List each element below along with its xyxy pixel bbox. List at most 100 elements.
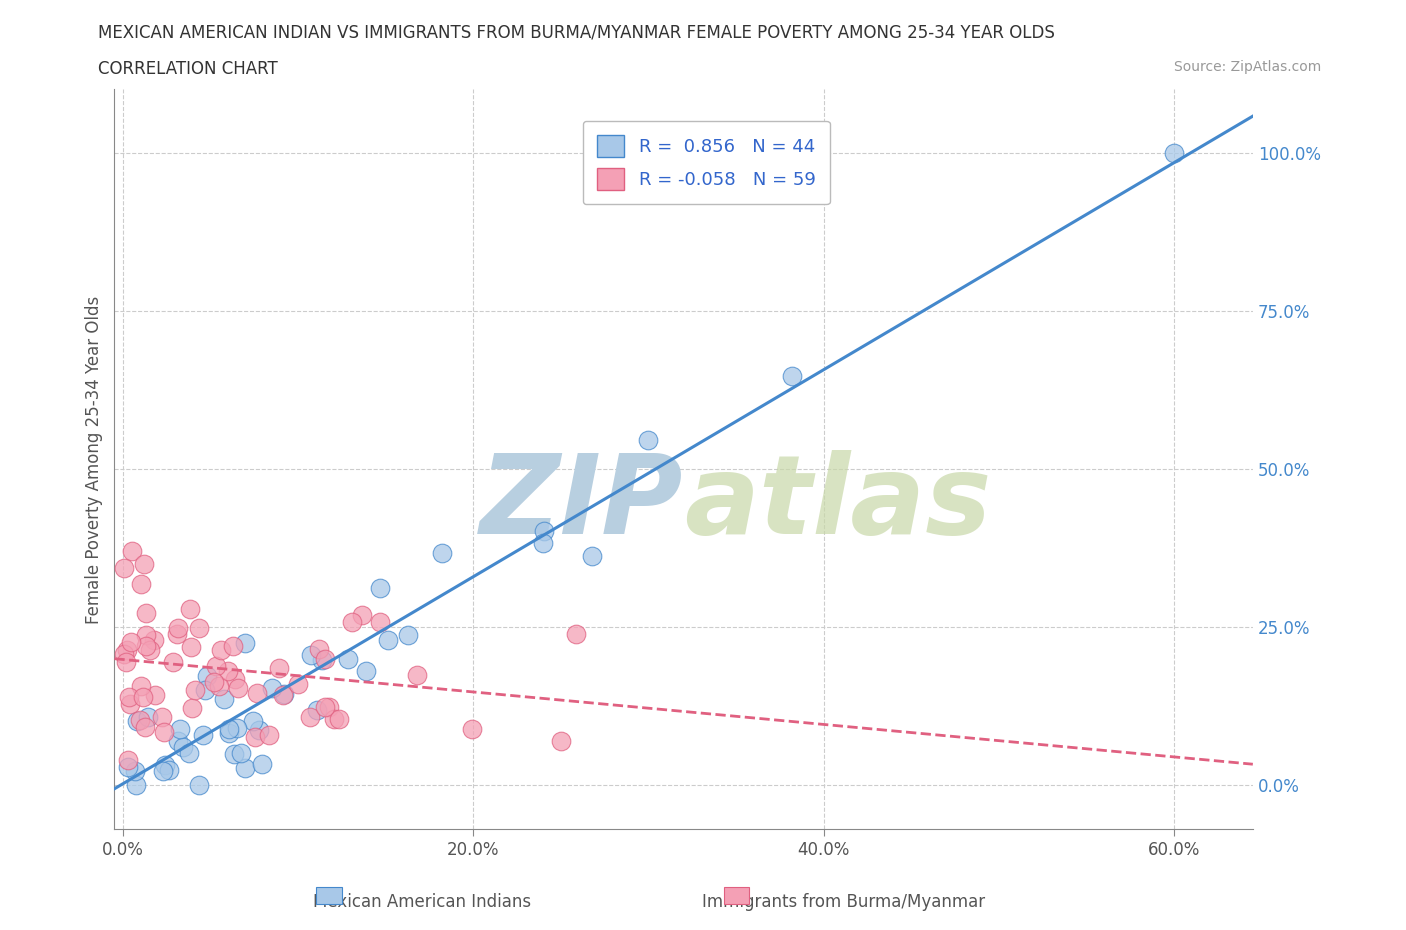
Point [188,777,211,792]
Point [565,627,588,642]
Point [155,757,177,772]
Point [368,580,391,595]
Point [318,699,340,714]
Point [377,633,399,648]
Point [531,535,554,550]
Point [135,605,157,620]
Point [209,643,232,658]
Point [208,679,231,694]
Point [259,727,281,742]
Point [195,668,218,683]
Point [226,681,249,696]
Point [188,621,211,636]
Point [323,711,346,726]
Text: CORRELATION CHART: CORRELATION CHART [98,60,278,78]
Point [314,700,336,715]
Point [222,746,245,761]
Point [115,654,138,669]
Point [125,777,148,792]
Point [166,626,188,641]
Point [287,676,309,691]
Point [267,660,290,675]
Point [179,602,201,617]
Text: MEXICAN AMERICAN INDIAN VS IMMIGRANTS FROM BURMA/MYANMAR FEMALE POVERTY AMONG 25: MEXICAN AMERICAN INDIAN VS IMMIGRANTS FR… [98,23,1056,41]
Point [328,711,350,726]
Point [202,674,225,689]
Point [337,652,360,667]
Point [167,734,190,749]
Point [152,724,174,739]
Point [132,690,155,705]
Point [134,719,156,734]
Point [218,725,240,740]
Point [135,628,157,643]
Point [233,761,256,776]
Point [129,713,152,728]
Point [117,643,139,658]
Point [143,688,166,703]
Point [252,756,274,771]
Point [124,764,146,778]
Point [120,635,142,650]
Text: atlas: atlas [683,450,991,557]
Point [233,635,256,650]
Point [242,714,264,729]
Point [180,700,202,715]
Point [194,683,217,698]
Point [581,549,603,564]
Point [129,576,152,591]
Point [221,638,243,653]
Text: Immigrants from Burma/Myanmar: Immigrants from Burma/Myanmar [702,893,986,910]
Point [205,658,228,673]
Point [246,686,269,701]
Point [112,561,135,576]
Point [136,710,159,724]
Point [354,664,377,679]
Point [120,697,142,711]
Point [550,734,572,749]
Point [125,713,148,728]
Point [117,759,139,774]
Y-axis label: Female Poverty Among 25-34 Year Olds: Female Poverty Among 25-34 Year Olds [86,295,103,623]
Text: Source: ZipAtlas.com: Source: ZipAtlas.com [1174,60,1322,74]
Point [299,647,322,662]
Text: ZIP: ZIP [479,450,683,557]
Point [311,653,333,668]
Point [461,721,484,736]
Point [299,710,322,724]
Point [191,727,214,742]
Point [143,632,166,647]
Point [180,640,202,655]
Point [162,655,184,670]
Point [152,710,174,724]
Point [430,546,453,561]
Point [117,752,139,767]
Point [243,729,266,744]
Point [217,664,239,679]
Point [152,764,174,778]
Point [533,524,555,538]
Point [780,368,803,383]
Point [139,643,162,658]
Point [305,702,328,717]
Point [224,671,246,686]
Point [134,556,156,571]
Point [183,683,205,698]
Point [350,608,373,623]
Point [308,642,330,657]
Point [260,680,283,695]
Point [218,722,240,737]
Point [396,628,419,643]
Point [112,646,135,661]
Point [212,692,235,707]
Point [172,739,194,754]
Point [157,763,180,777]
Text: Mexican American Indians: Mexican American Indians [312,893,531,910]
Point [169,722,191,737]
Point [247,723,270,737]
Point [637,432,659,447]
Legend: R =  0.856   N = 44, R = -0.058   N = 59: R = 0.856 N = 44, R = -0.058 N = 59 [582,121,830,205]
Point [135,638,157,653]
Point [271,687,294,702]
Point [1163,145,1185,160]
